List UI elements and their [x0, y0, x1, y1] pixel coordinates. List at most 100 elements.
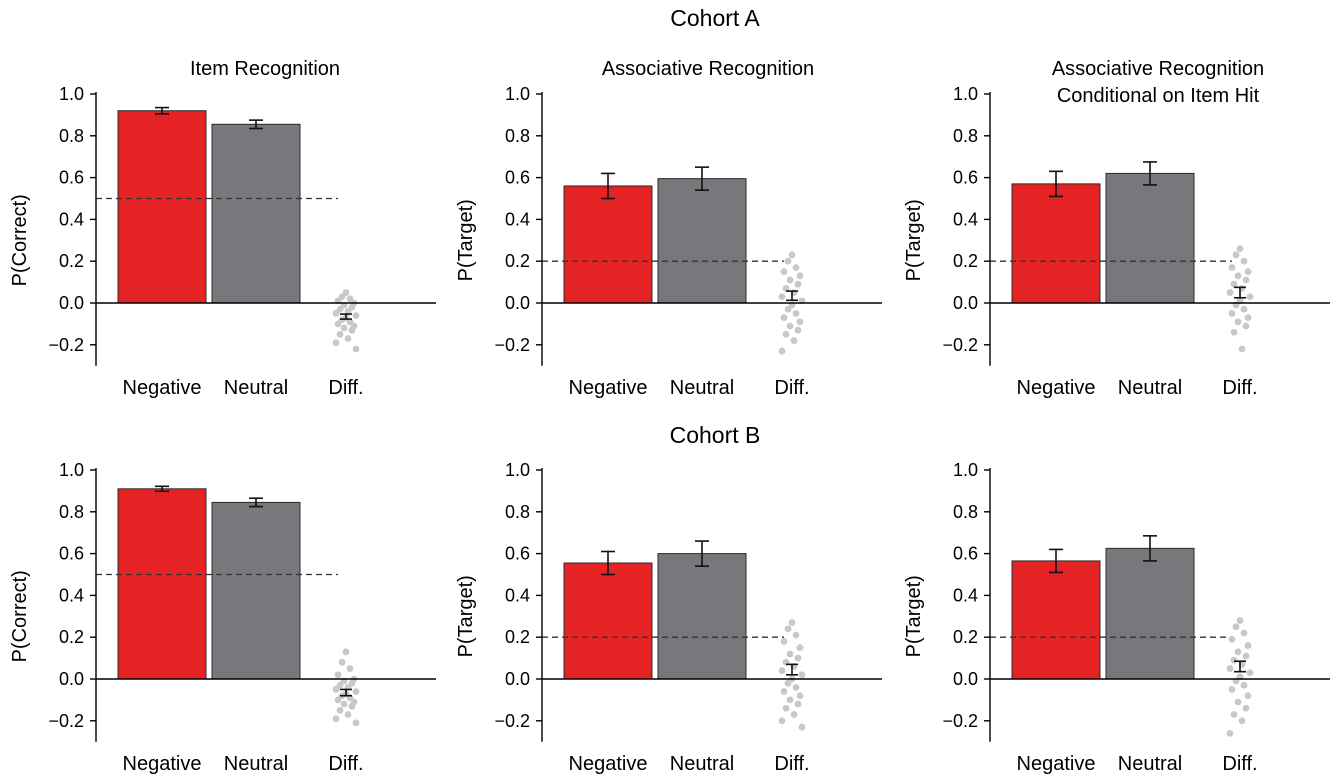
bar-negative: [1011, 183, 1101, 304]
y-tick-label: −0.2: [48, 335, 84, 355]
diff-point: [334, 671, 342, 679]
y-tick-label: 0.0: [953, 293, 978, 313]
diff-point: [1244, 268, 1252, 276]
diff-point: [1234, 648, 1242, 656]
panel-title-item-recognition: Item Recognition: [189, 58, 341, 80]
diff-point: [780, 268, 788, 276]
diff-point: [1228, 310, 1236, 317]
diff-point: [344, 335, 352, 342]
diff-point: [1230, 280, 1238, 288]
x-category-label: Neutral: [224, 377, 288, 399]
y-tick-label: −0.2: [48, 711, 84, 731]
diff-point: [792, 310, 800, 317]
diff-point: [352, 688, 360, 695]
x-category-label: Diff.: [1222, 377, 1257, 399]
diff-point: [1232, 623, 1240, 631]
diff-point: [1226, 665, 1234, 672]
diff-point: [1242, 322, 1250, 330]
y-tick-label: 0.0: [953, 669, 978, 689]
cohort-a-title: Cohort A: [670, 5, 760, 31]
y-tick-label: 0.8: [505, 126, 530, 146]
y-axis-label: P(Correct): [9, 570, 31, 662]
panel-title-associative-recognition: Associative Recognition: [601, 58, 815, 80]
diff-point: [1240, 257, 1248, 265]
diff-point: [1230, 656, 1238, 664]
diff-point: [1230, 328, 1238, 336]
diff-point: [1242, 652, 1250, 660]
y-tick-label: 1.0: [59, 460, 84, 480]
y-tick-label: 0.2: [953, 251, 978, 271]
diff-point: [796, 318, 804, 326]
y-tick-label: 0.6: [59, 544, 84, 564]
diff-point: [348, 326, 356, 334]
y-tick-label: 0.2: [59, 251, 84, 271]
diff-point: [784, 305, 792, 313]
y-tick-label: 0.2: [953, 627, 978, 647]
diff-point: [1244, 314, 1252, 322]
diff-point: [790, 337, 798, 345]
x-category-label: Neutral: [1118, 753, 1182, 775]
y-axis-label: P(Correct): [9, 194, 31, 286]
y-tick-label: −0.2: [494, 711, 530, 731]
diff-point: [786, 276, 794, 284]
bar-neutral: [657, 178, 747, 304]
diff-point: [1234, 698, 1242, 706]
y-tick-label: 0.2: [59, 627, 84, 647]
chart-panel-6: −0.2 0.0 0.2 0.4 0.6 0.8 1.0 P(Target) Negative N…: [903, 460, 1330, 775]
diff-point: [796, 644, 804, 652]
y-tick-label: 1.0: [505, 84, 530, 104]
diff-point: [1240, 305, 1248, 313]
diff-point: [332, 310, 340, 317]
diff-point: [786, 322, 794, 330]
diff-point: [786, 650, 794, 658]
chart-panel-3: −0.2 0.0 0.2 0.4 0.6 0.8 1.0 P(Target) Negative N…: [903, 84, 1330, 399]
diff-point: [332, 339, 340, 347]
diff-point: [784, 257, 792, 265]
bar-negative: [563, 185, 653, 304]
diff-point: [1246, 293, 1254, 301]
diff-point: [1226, 729, 1234, 737]
panel-subtitle: Conditional on Item Hit: [1056, 85, 1260, 107]
x-category-label: Negative: [1017, 377, 1096, 399]
diff-point: [778, 293, 786, 301]
bar-neutral: [657, 553, 747, 680]
y-tick-label: 0.0: [59, 669, 84, 689]
diff-point: [340, 324, 348, 332]
diff-point: [1242, 276, 1250, 284]
diff-point: [794, 280, 802, 288]
y-tick-label: 0.4: [953, 585, 978, 605]
diff-point: [352, 345, 360, 353]
diff-point: [782, 704, 790, 712]
diff-point: [788, 619, 796, 626]
diff-point: [1238, 345, 1246, 353]
diff-point: [340, 700, 348, 708]
diff-point: [1240, 681, 1248, 689]
y-tick-label: 0.2: [505, 251, 530, 271]
bar-negative: [117, 488, 207, 680]
y-tick-label: 1.0: [953, 460, 978, 480]
diff-point: [1236, 245, 1244, 253]
y-tick-label: 0.0: [59, 293, 84, 313]
x-category-label: Negative: [569, 377, 648, 399]
panel-title-associative-conditional: Associative Recognition Conditional on I…: [978, 56, 1330, 110]
y-tick-label: 0.8: [505, 502, 530, 522]
x-category-label: Neutral: [1118, 377, 1182, 399]
y-tick-label: 0.8: [59, 126, 84, 146]
diff-point: [1232, 251, 1240, 259]
bar-neutral: [1105, 547, 1195, 680]
diff-point: [342, 648, 350, 656]
y-axis-label: P(Target): [455, 199, 477, 281]
y-tick-label: 1.0: [505, 460, 530, 480]
x-category-label: Negative: [123, 753, 202, 775]
diff-point: [1234, 272, 1242, 280]
cohort-b-title: Cohort B: [669, 422, 761, 448]
bar-neutral: [1105, 172, 1195, 304]
diff-point: [784, 625, 792, 633]
diff-point: [1236, 617, 1244, 624]
y-tick-label: 0.4: [505, 209, 530, 229]
y-tick-label: 0.8: [953, 502, 978, 522]
diff-point: [798, 671, 806, 679]
y-tick-label: 0.6: [953, 544, 978, 564]
y-tick-label: 0.6: [505, 168, 530, 188]
